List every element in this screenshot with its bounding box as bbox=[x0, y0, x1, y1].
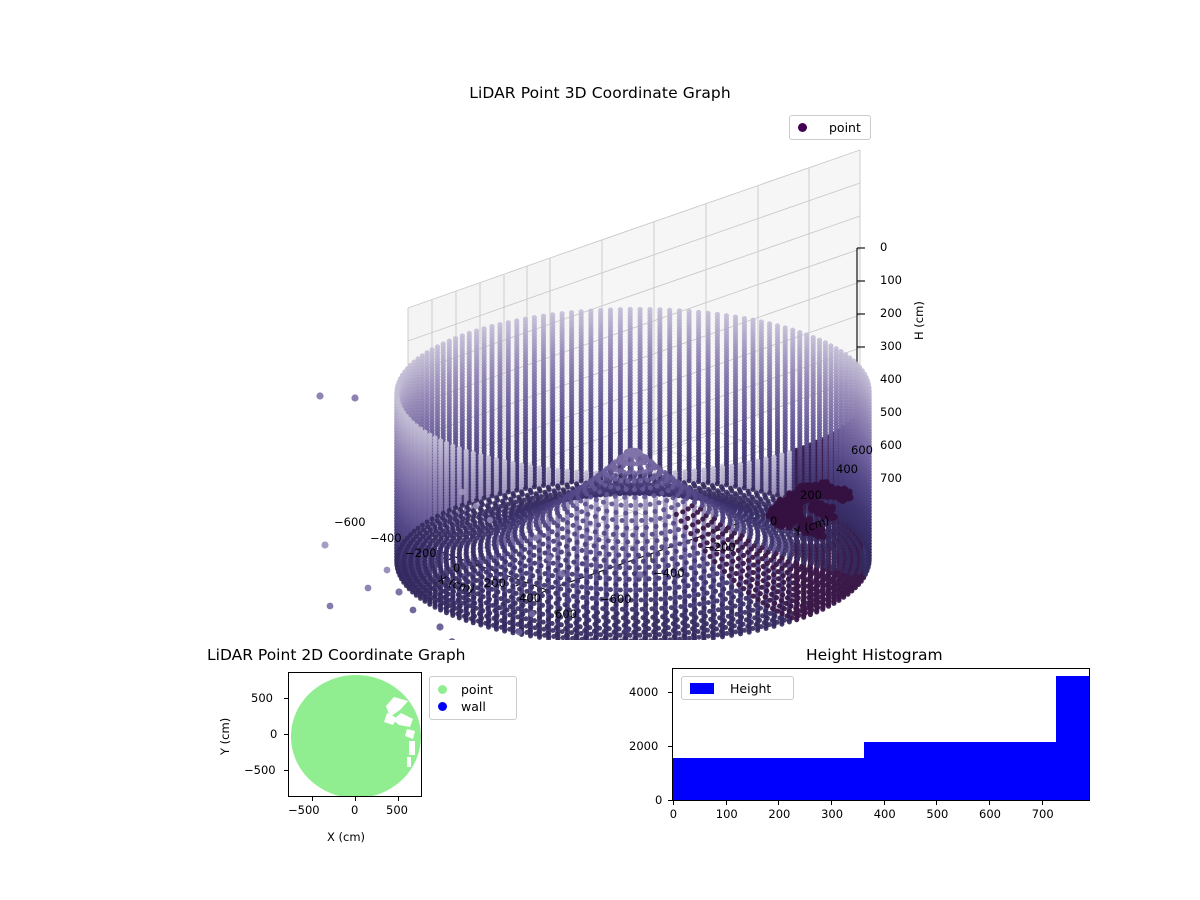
legend-item-point: point bbox=[798, 119, 861, 136]
height-swatch-icon bbox=[690, 683, 714, 694]
z-tick-label: 400 bbox=[880, 372, 902, 386]
z-tick-label: 300 bbox=[880, 339, 902, 353]
legend-item-wall-2d: wall bbox=[438, 698, 508, 715]
y-tick-mark bbox=[284, 770, 288, 771]
x-tick-label: 0 bbox=[453, 561, 460, 575]
lidar-2d-canvas bbox=[289, 673, 422, 797]
legend-3d[interactable]: point bbox=[789, 115, 871, 140]
hist-y-tick-mark bbox=[668, 746, 672, 747]
x-tick-mark bbox=[312, 797, 313, 801]
hist-x-tick-mark bbox=[831, 801, 832, 805]
y-tick-label: −500 bbox=[244, 763, 276, 777]
y-tick-mark bbox=[284, 698, 288, 699]
legend-item-height: Height bbox=[690, 680, 771, 697]
histogram-bar bbox=[673, 758, 864, 800]
x-tick-label: −500 bbox=[288, 803, 320, 817]
point-disc bbox=[291, 675, 421, 797]
y-tick-label: 400 bbox=[836, 462, 858, 476]
hist-x-tick-label: 300 bbox=[821, 807, 843, 821]
hist-x-tick-label: 200 bbox=[768, 807, 790, 821]
lidar-3d-axes[interactable]: −600 −400 −200 0 200 400 600 −600 −400 −… bbox=[300, 140, 940, 640]
hist-x-tick-label: 400 bbox=[874, 807, 896, 821]
hist-x-tick-mark bbox=[989, 801, 990, 805]
y-tick-label: −200 bbox=[704, 540, 736, 554]
hist-x-tick-mark bbox=[1042, 801, 1043, 805]
y-tick-label: 200 bbox=[800, 488, 822, 502]
x-tick-label: 200 bbox=[484, 576, 506, 590]
x-tick-mark bbox=[398, 797, 399, 801]
x-tick-label: 0 bbox=[351, 803, 358, 817]
y-tick-mark bbox=[284, 734, 288, 735]
hist-y-tick-mark bbox=[668, 692, 672, 693]
hist-y-tick-label: 4000 bbox=[629, 685, 658, 699]
hist-x-tick-mark bbox=[884, 801, 885, 805]
wall-marker-icon bbox=[438, 702, 447, 711]
hist-y-tick-label: 2000 bbox=[629, 739, 658, 753]
lidar-2d-axes[interactable] bbox=[288, 672, 422, 797]
y-tick-label: 600 bbox=[851, 443, 873, 457]
y-tick-label: −400 bbox=[653, 566, 685, 580]
page-title: LiDAR Point 3D Coordinate Graph bbox=[0, 84, 1200, 102]
z-tick-label: 600 bbox=[880, 438, 902, 452]
y-axis-label-2d: Y (cm) bbox=[218, 718, 232, 755]
hist-x-tick-label: 100 bbox=[716, 807, 738, 821]
x-tick-label: −200 bbox=[405, 546, 437, 560]
x-tick-label: −600 bbox=[334, 515, 366, 529]
z-axis-label: H (cm) bbox=[912, 301, 926, 340]
z-tick-label: 500 bbox=[880, 405, 902, 419]
x-axis-label-2d: X (cm) bbox=[327, 830, 365, 844]
hist-y-tick-label: 0 bbox=[655, 793, 662, 807]
hist-x-tick-mark bbox=[726, 801, 727, 805]
z-tick-label: 100 bbox=[880, 273, 902, 287]
x-tick-label: −400 bbox=[370, 531, 402, 545]
point-marker-icon bbox=[438, 685, 447, 694]
legend-item-point-2d: point bbox=[438, 681, 508, 698]
legend-2d[interactable]: point wall bbox=[429, 676, 517, 720]
hist-x-tick-mark bbox=[778, 801, 779, 805]
hist-x-tick-label: 0 bbox=[670, 807, 677, 821]
hist-x-tick-label: 700 bbox=[1032, 807, 1054, 821]
hist-x-tick-mark bbox=[673, 801, 674, 805]
lidar-3d-canvas bbox=[300, 140, 940, 640]
panel-2d-title: LiDAR Point 2D Coordinate Graph bbox=[207, 646, 465, 664]
legend-histogram[interactable]: Height bbox=[681, 676, 794, 700]
legend-label: wall bbox=[461, 699, 486, 714]
shadow-notch-strip-2 bbox=[407, 757, 411, 767]
hist-x-tick-label: 600 bbox=[979, 807, 1001, 821]
y-tick-label: 0 bbox=[770, 514, 777, 528]
legend-label: point bbox=[461, 682, 493, 697]
z-tick-label: 700 bbox=[880, 471, 902, 485]
histogram-bar bbox=[864, 742, 1056, 800]
z-tick-label: 0 bbox=[880, 240, 887, 254]
hist-x-tick-mark bbox=[936, 801, 937, 805]
histogram-bar bbox=[1056, 676, 1089, 800]
point-marker-icon bbox=[798, 123, 807, 132]
shadow-notch-strip bbox=[409, 741, 415, 755]
y-tick-label: 0 bbox=[270, 727, 277, 741]
x-tick-label: 500 bbox=[386, 803, 408, 817]
x-tick-label: 600 bbox=[555, 607, 577, 621]
y-tick-label: −600 bbox=[600, 592, 632, 606]
x-tick-mark bbox=[355, 797, 356, 801]
y-tick-label: 500 bbox=[251, 691, 273, 705]
legend-label: point bbox=[829, 120, 861, 135]
hist-x-tick-label: 500 bbox=[926, 807, 948, 821]
hist-y-tick-mark bbox=[668, 800, 672, 801]
legend-label: Height bbox=[730, 681, 771, 696]
z-tick-label: 200 bbox=[880, 306, 902, 320]
x-tick-label: 400 bbox=[519, 591, 541, 605]
panel-hist-title: Height Histogram bbox=[806, 646, 943, 664]
matplotlib-figure: LiDAR Point 3D Coordinate Graph point bbox=[0, 0, 1200, 900]
